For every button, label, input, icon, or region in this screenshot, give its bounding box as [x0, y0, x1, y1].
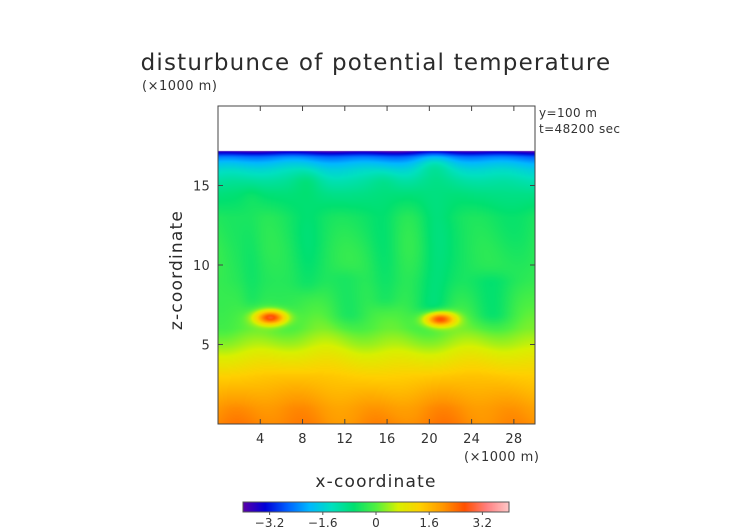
plot-area — [217, 105, 536, 425]
x-tick-label: 12 — [336, 432, 353, 447]
x-tick-label: 28 — [505, 432, 522, 447]
annotation-time: t=48200 sec — [539, 122, 620, 136]
x-tick-label: 24 — [463, 432, 480, 447]
heatmap-image — [218, 106, 535, 424]
y-tick-group: 5 10 15 — [193, 180, 535, 354]
colorbar-tick-label: −1.6 — [308, 516, 338, 530]
colorbar-tick-label: 0 — [372, 516, 380, 530]
x-tick-label: 4 — [256, 432, 264, 447]
y-tick-label: 10 — [193, 259, 210, 274]
annotation-y-position: y=100 m — [539, 106, 597, 120]
x-tick-label: 8 — [298, 432, 306, 447]
x-axis-label: x-coordinate — [315, 472, 436, 492]
chart-title: disturbunce of potential temperature — [141, 50, 612, 76]
y-axis-label: z-coordinate — [167, 210, 187, 330]
x-tick-label: 16 — [379, 432, 396, 447]
x-tick-group: 4 8 12 16 20 24 28 — [256, 106, 522, 447]
y-tick-label: 5 — [202, 339, 210, 354]
colorbar-tick-label: −3.2 — [255, 516, 285, 530]
colorbar-tick-label: 1.6 — [419, 516, 439, 530]
y-unit-label: (×1000 m) — [142, 79, 217, 94]
colorbar-tick-group: −3.2 −1.6 0 1.6 3.2 — [255, 512, 493, 530]
colorbar: −3.2 −1.6 0 1.6 3.2 — [242, 501, 510, 530]
colorbar-tick-label: 3.2 — [473, 516, 493, 530]
colorbar-gradient — [243, 502, 509, 512]
x-unit-label: (×1000 m) — [464, 450, 539, 465]
y-tick-label: 15 — [193, 180, 210, 195]
annotation-group: y=100 m t=48200 sec — [539, 106, 620, 136]
x-tick-label: 20 — [421, 432, 438, 447]
